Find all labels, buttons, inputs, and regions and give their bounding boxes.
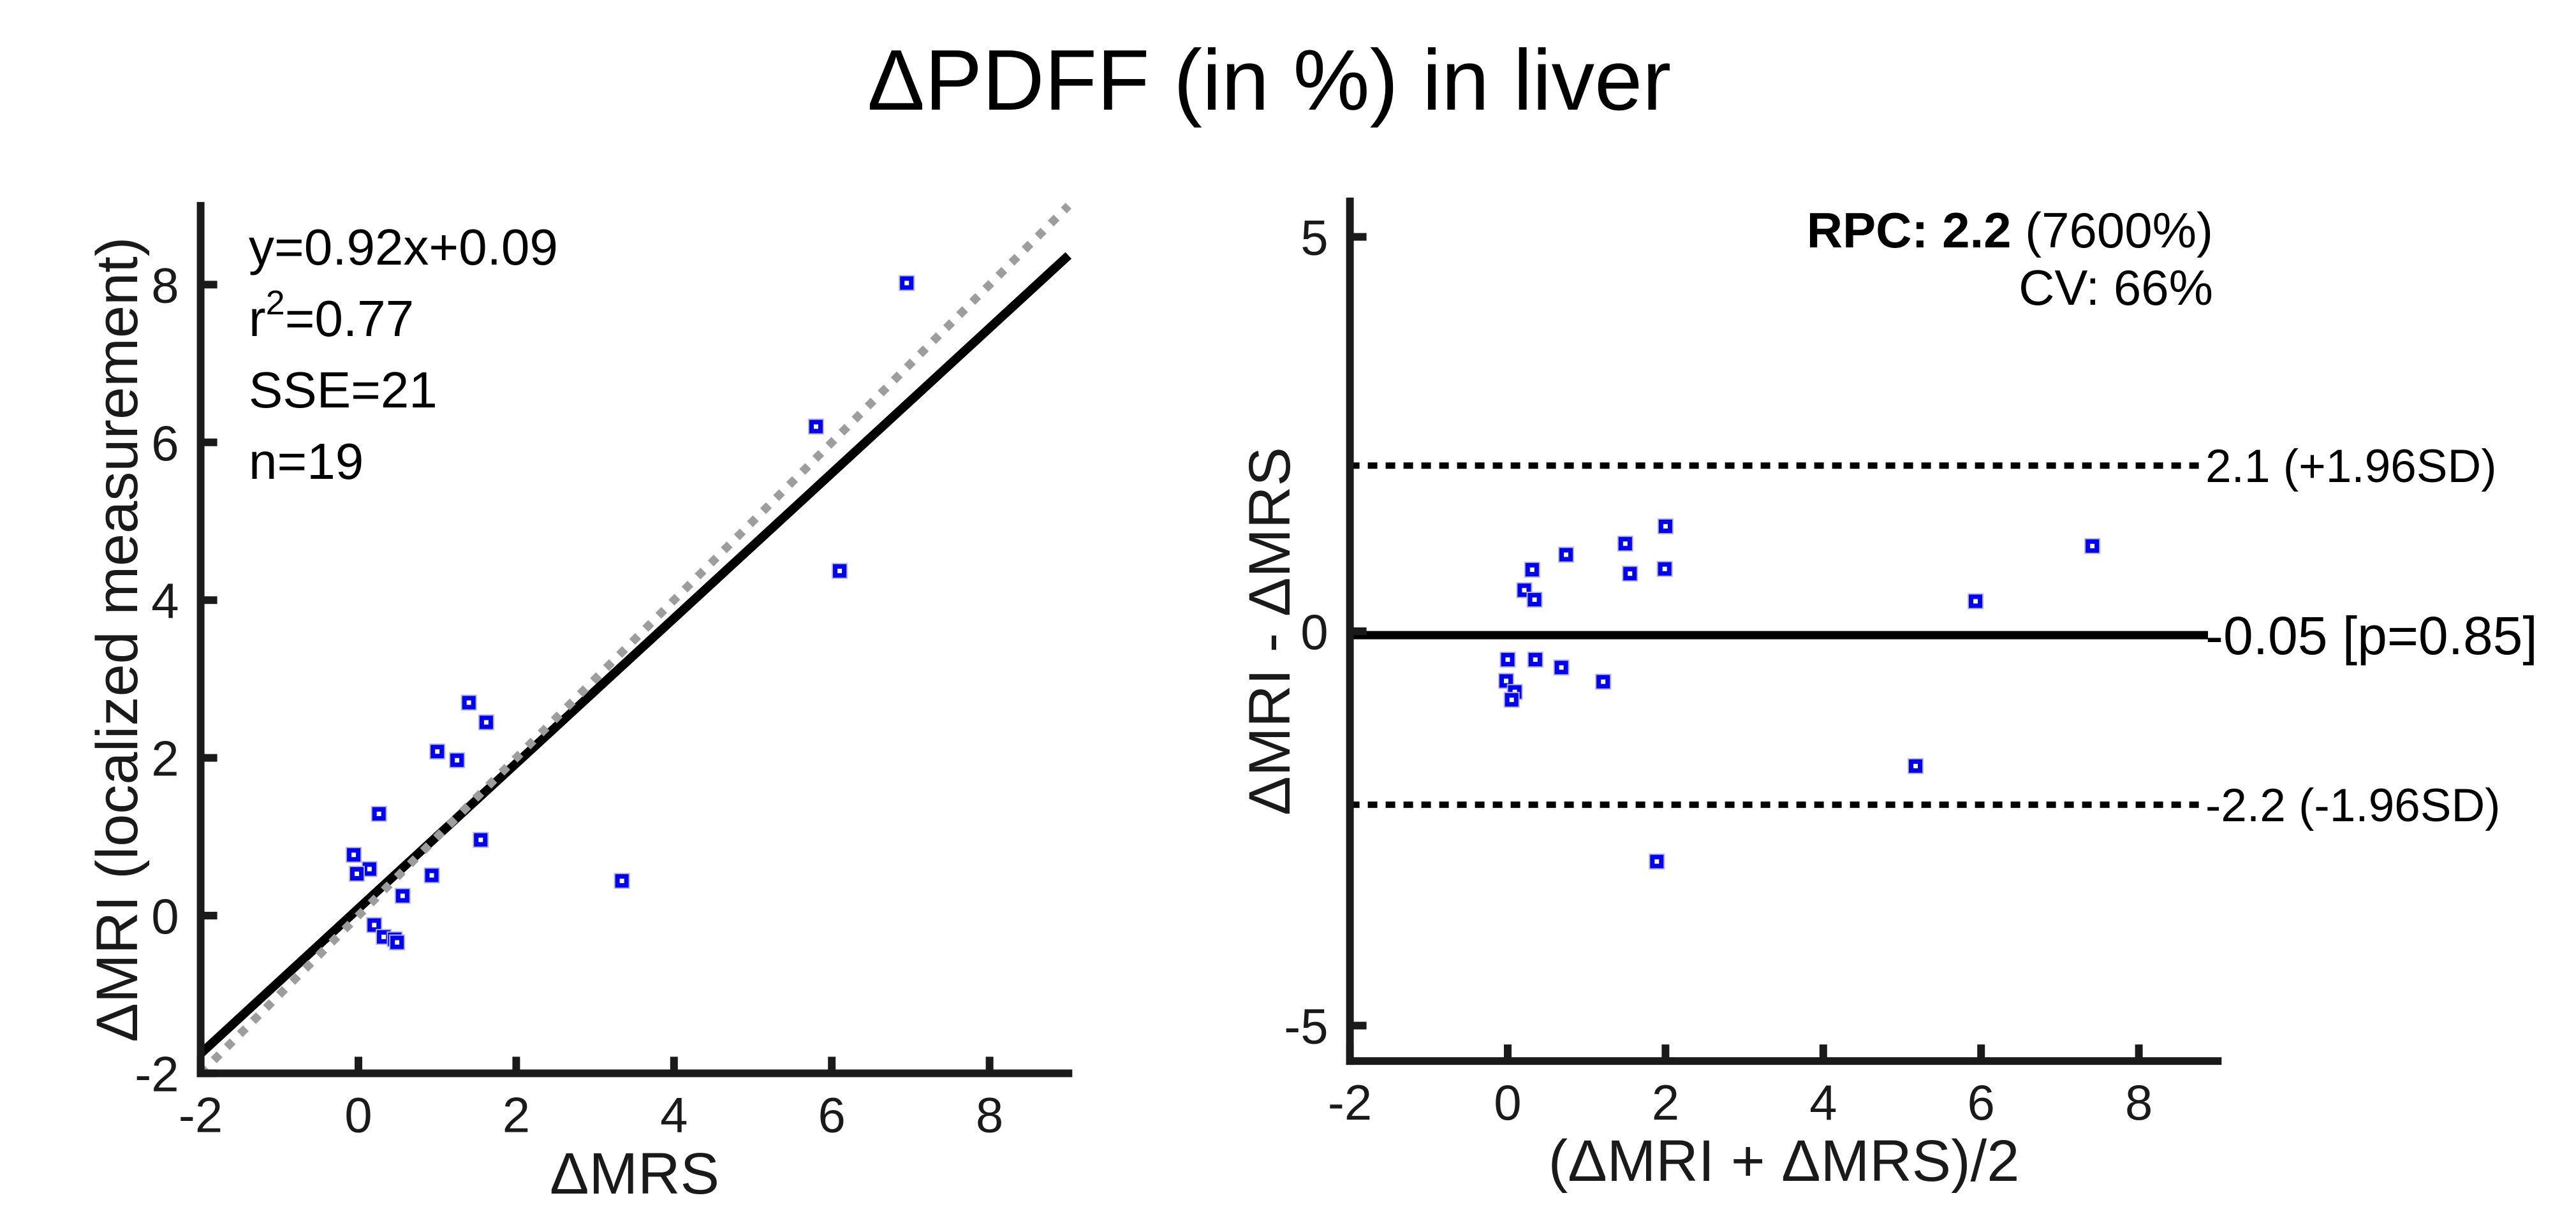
- marker-center-dot: [619, 879, 624, 884]
- y-tick-label: 2: [151, 731, 179, 787]
- stats-line: n=19: [249, 433, 364, 490]
- marker-center-dot: [376, 811, 381, 816]
- marker-center-dot: [837, 568, 843, 573]
- marker-center-dot: [1532, 597, 1537, 603]
- marker-center-dot: [2090, 543, 2095, 548]
- marker-center-dot: [1533, 657, 1538, 662]
- x-tick-label: 0: [1494, 1074, 1521, 1130]
- correlation-plot: -2 0 2 4 6 8 -2 0 2 4 6 8 y=0.92x+0.09 r2=0.77 SSE=21…: [85, 201, 1073, 1206]
- x-tick-label: -2: [179, 1086, 223, 1143]
- left-data-points: [346, 275, 915, 951]
- agreement-limit-lines: 2.1 (+1.96SD) -0.05 [p=0.85] -2.2 (-1.96SD…: [1350, 441, 2538, 831]
- x-tick-label: 8: [976, 1086, 1003, 1143]
- right-axes: -2 0 2 4 6 8 5 0 -5: [1284, 197, 2222, 1130]
- x-tick-label: 4: [660, 1086, 688, 1143]
- marker-center-dot: [395, 940, 400, 945]
- loa-line-label: -2.2 (-1.96SD): [2205, 780, 2501, 831]
- y-tick-label: 5: [1300, 210, 1328, 266]
- rpc-annotation: RPC: 2.2 (7600%): [1807, 202, 2213, 258]
- x-tick-label: 2: [503, 1086, 530, 1143]
- left-x-axis-label: ΔMRS: [550, 1141, 719, 1206]
- x-tick-label: 2: [1652, 1074, 1679, 1130]
- marker-center-dot: [435, 749, 440, 754]
- x-tick-label: 8: [2125, 1074, 2153, 1130]
- marker-center-dot: [1662, 566, 1667, 571]
- marker-center-dot: [1913, 764, 1918, 769]
- marker-center-dot: [1522, 588, 1527, 593]
- mean-line-label: -0.05 [p=0.85]: [2205, 606, 2538, 666]
- marker-center-dot: [1628, 571, 1633, 576]
- stats-line: y=0.92x+0.09: [249, 219, 558, 275]
- marker-center-dot: [1505, 657, 1510, 662]
- marker-center-dot: [355, 871, 360, 876]
- marker-center-dot: [1564, 552, 1569, 557]
- marker-center-dot: [1654, 859, 1660, 864]
- right-data-points: [1498, 518, 2101, 870]
- x-tick-label: 6: [818, 1086, 846, 1143]
- marker-center-dot: [429, 873, 434, 878]
- stats-line: r2=0.77: [249, 284, 414, 347]
- marker-center-dot: [400, 893, 405, 898]
- marker-center-dot: [1559, 665, 1564, 670]
- marker-center-dot: [478, 837, 483, 842]
- cv-annotation: CV: 66%: [2019, 260, 2213, 316]
- identity-line: [198, 203, 1071, 1076]
- marker-center-dot: [1529, 567, 1535, 573]
- x-tick-label: 0: [344, 1086, 372, 1143]
- marker-center-dot: [372, 923, 377, 928]
- bland-altman-plot: 2.1 (+1.96SD) -0.05 [p=0.85] -2.2 (-1.96SD…: [1237, 197, 2538, 1194]
- y-tick-label: -2: [135, 1046, 179, 1102]
- right-x-axis-label: (ΔMRI + ΔMRS)/2: [1549, 1129, 2020, 1194]
- loa-line-label: 2.1 (+1.96SD): [2205, 441, 2497, 492]
- marker-center-dot: [466, 700, 471, 705]
- y-tick-label: 4: [151, 573, 179, 629]
- marker-center-dot: [455, 757, 460, 763]
- marker-center-dot: [1973, 599, 1978, 604]
- figure-title: ΔPDFF (in %) in liver: [867, 32, 1671, 128]
- y-tick-label: 0: [1300, 604, 1328, 660]
- marker-center-dot: [367, 867, 372, 872]
- y-tick-label: 6: [151, 415, 179, 471]
- stats-line: SSE=21: [249, 362, 438, 418]
- rpc-value: RPC: 2.2: [1807, 202, 2012, 258]
- y-tick-label: 8: [151, 257, 179, 313]
- x-tick-label: 4: [1809, 1074, 1837, 1130]
- marker-center-dot: [381, 934, 386, 939]
- y-tick-label: -5: [1284, 998, 1328, 1055]
- marker-center-dot: [813, 424, 818, 429]
- marker-center-dot: [904, 281, 909, 286]
- regression-line: [197, 252, 1072, 1057]
- marker-center-dot: [1601, 679, 1606, 684]
- x-tick-label: 6: [1968, 1074, 1995, 1130]
- x-tick-label: -2: [1328, 1074, 1372, 1130]
- marker-center-dot: [1663, 523, 1668, 529]
- y-tick-label: 0: [151, 888, 179, 944]
- marker-center-dot: [483, 720, 489, 725]
- rpc-percent: (7600%): [2012, 202, 2214, 258]
- left-axes: -2 0 2 4 6 8 -2 0 2 4 6 8: [135, 201, 1073, 1143]
- marker-center-dot: [1623, 541, 1628, 546]
- marker-center-dot: [351, 852, 357, 858]
- left-y-axis-label: ΔMRI (localized measurement): [85, 237, 150, 1042]
- marker-center-dot: [1509, 698, 1514, 703]
- fit-statistics: y=0.92x+0.09 r2=0.77 SSE=21 n=19: [249, 219, 558, 490]
- marker-center-dot: [1504, 678, 1509, 684]
- left-fit-lines: [197, 203, 1072, 1076]
- right-y-axis-label: ΔMRI - ΔMRS: [1237, 447, 1302, 815]
